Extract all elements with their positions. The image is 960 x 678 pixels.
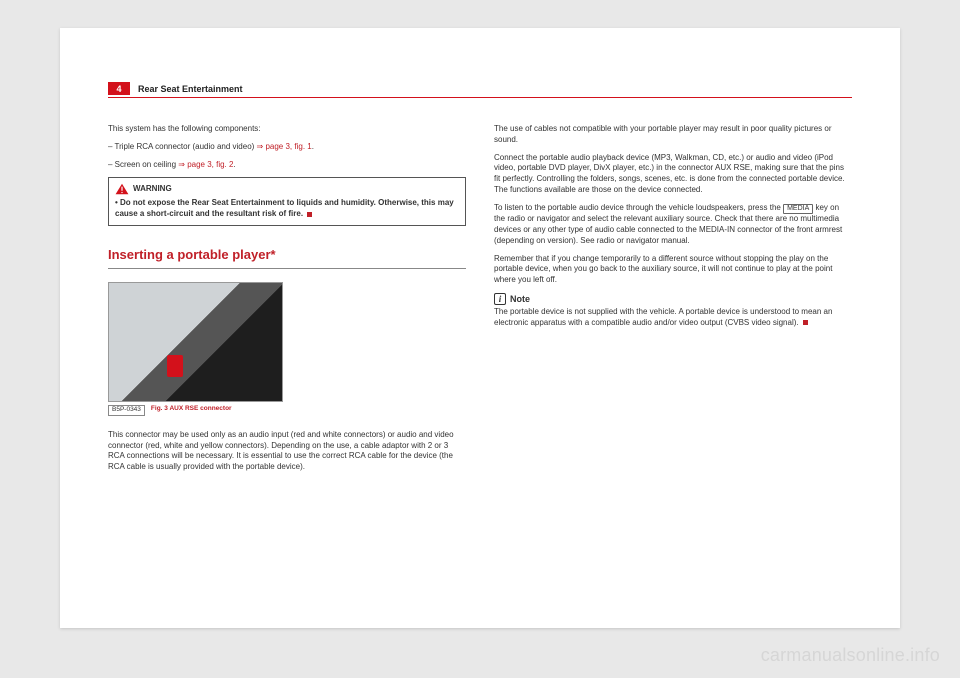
end-marker-icon (803, 320, 808, 325)
warning-label: WARNING (133, 184, 172, 195)
note-body: The portable device is not supplied with… (494, 307, 832, 327)
header-rule (108, 97, 852, 98)
intro-text: This system has the following components… (108, 124, 466, 135)
end-marker-icon (307, 212, 312, 217)
component-item-1: – Triple RCA connector (audio and video)… (108, 142, 466, 153)
item1-suffix: . (312, 142, 314, 151)
warning-heading: WARNING (115, 183, 459, 195)
warning-box: WARNING • Do not expose the Rear Seat En… (108, 177, 466, 226)
left-body-text: This connector may be used only as an au… (108, 430, 466, 473)
page-number-badge: 4 (108, 82, 130, 95)
figure-aux-rse (108, 282, 283, 402)
media-key-label: MEDIA (783, 204, 813, 214)
aux-port-icon (167, 355, 183, 377)
warning-text: • Do not expose the Rear Seat Entertainm… (115, 198, 454, 218)
note-label: Note (510, 293, 530, 305)
page-ref-link[interactable]: ⇒ page 3, fig. 1 (257, 142, 312, 151)
component-item-2: – Screen on ceiling ⇒ page 3, fig. 2. (108, 160, 466, 171)
figure-label-row: B5P-0343 Fig. 3 AUX RSE connector (108, 405, 466, 416)
left-column: This system has the following components… (108, 124, 466, 480)
page-header: 4 Rear Seat Entertainment (108, 82, 852, 95)
info-icon: i (494, 293, 506, 305)
header-title: Rear Seat Entertainment (138, 84, 243, 94)
right-column: The use of cables not compatible with yo… (494, 124, 852, 480)
warning-triangle-icon (115, 183, 129, 195)
right-p2: Connect the portable audio playback devi… (494, 153, 852, 196)
right-p3: To listen to the portable audio device t… (494, 203, 852, 247)
section-rule (108, 268, 466, 269)
right-p1: The use of cables not compatible with yo… (494, 124, 852, 146)
page-ref-link[interactable]: ⇒ page 3, fig. 2 (178, 160, 233, 169)
section-title: Inserting a portable player* (108, 246, 466, 264)
content-columns: This system has the following components… (108, 124, 852, 480)
item2-prefix: – Screen on ceiling (108, 160, 178, 169)
item2-suffix: . (233, 160, 235, 169)
right-p3a: To listen to the portable audio device t… (494, 203, 783, 212)
note-heading: i Note (494, 293, 852, 305)
right-p4: Remember that if you change temporarily … (494, 254, 852, 286)
figure-caption: Fig. 3 AUX RSE connector (151, 405, 232, 414)
watermark-text: carmanualsonline.info (761, 645, 940, 666)
note-text: The portable device is not supplied with… (494, 307, 852, 329)
manual-page: 4 Rear Seat Entertainment This system ha… (60, 28, 900, 628)
item1-prefix: – Triple RCA connector (audio and video) (108, 142, 257, 151)
figure-code: B5P-0343 (108, 405, 145, 416)
